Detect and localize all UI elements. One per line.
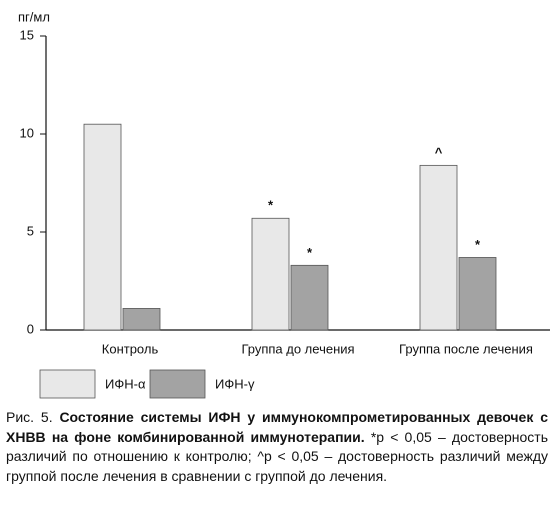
caption: Рис. 5. Состояние системы ИФН у иммуноко… — [6, 408, 548, 486]
significance-mark: * — [268, 198, 274, 213]
caption-label: Рис. 5. — [6, 409, 53, 425]
significance-mark: ^ — [435, 145, 443, 160]
y-tick-label: 0 — [27, 321, 34, 336]
x-tick-label: Группа до лечения — [241, 341, 354, 356]
chart: пг/мл 0 5 10 15 Контроль Группа до лечения * * Г… — [18, 9, 550, 399]
bar — [290, 264, 329, 331]
legend-swatch — [149, 369, 206, 399]
bar — [419, 164, 458, 331]
legend-swatch — [39, 369, 96, 399]
caption-title: Состояние системы ИФН у иммунокомпромети… — [6, 409, 548, 445]
y-tick-label: 15 — [20, 27, 34, 42]
y-tick-label: 5 — [27, 223, 34, 238]
legend-label: ИФН-α — [105, 376, 146, 391]
caption-note: *p < 0,05 – достоверность различий по от… — [6, 428, 549, 484]
y-tick-label: 10 — [20, 125, 34, 140]
x-tick-label: Контроль — [102, 341, 159, 356]
significance-mark: * — [475, 237, 481, 252]
bar — [458, 257, 497, 331]
significance-mark: * — [307, 245, 313, 260]
bar — [83, 123, 122, 331]
y-axis-label: пг/мл — [18, 9, 50, 24]
bar — [251, 217, 290, 331]
legend-label: ИФН-γ — [215, 376, 255, 391]
bar — [122, 308, 161, 331]
x-tick-label: Группа после лечения — [399, 341, 533, 356]
